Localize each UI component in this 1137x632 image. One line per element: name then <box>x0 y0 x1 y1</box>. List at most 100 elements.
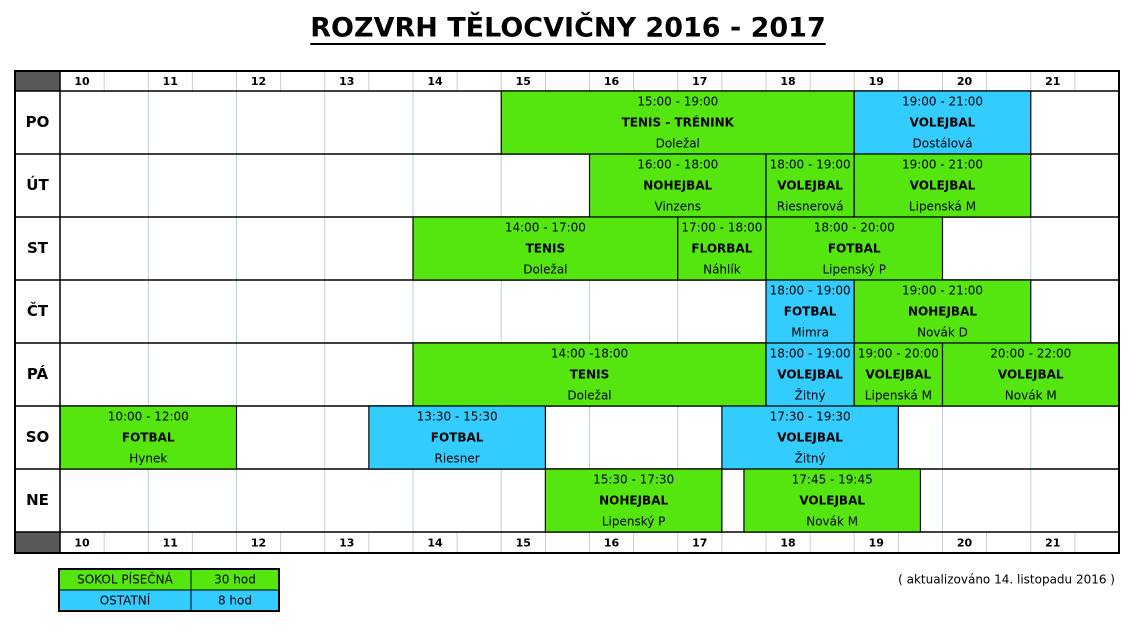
table-border <box>14 70 1120 554</box>
event-block <box>721 405 899 470</box>
event-person: Lipenská M <box>865 389 932 403</box>
event-time: 20:00 - 22:00 <box>990 347 1071 361</box>
event-block <box>59 405 238 470</box>
event-block <box>853 153 1032 218</box>
event-name: TENIS - TRÉNINK <box>622 115 735 130</box>
hour-label: 15 <box>516 75 531 88</box>
event-time: 14:00 -18:00 <box>551 347 628 361</box>
event-block <box>544 468 723 533</box>
event-time: 18:00 - 20:00 <box>814 221 895 235</box>
event-block <box>853 279 1032 344</box>
event-time: 19:00 - 21:00 <box>902 95 983 109</box>
legend-label: SOKOL PÍSEČNÁ <box>77 572 174 587</box>
event-person: Vinzens <box>655 200 701 214</box>
event-name: FOTBAL <box>122 431 175 445</box>
event-block <box>743 468 922 533</box>
event-name: FLORBAL <box>691 242 752 256</box>
day-label: ČT <box>27 301 49 320</box>
hour-label: 12 <box>251 75 266 88</box>
event-block <box>588 153 767 218</box>
hour-label: 15 <box>516 537 531 550</box>
day-label: NE <box>26 491 49 509</box>
event-block <box>368 405 546 470</box>
hour-label: 14 <box>427 537 443 550</box>
event-name: VOLEJBAL <box>799 494 865 508</box>
hour-label: 10 <box>74 75 90 88</box>
header-corner <box>15 71 60 91</box>
day-label: PO <box>26 113 50 131</box>
event-person: Lipenský P <box>822 263 886 277</box>
event-person: Lipenská M <box>909 200 976 214</box>
hour-label: 21 <box>1045 537 1060 550</box>
event-person: Hynek <box>129 452 167 466</box>
event-time: 18:00 - 19:00 <box>770 158 851 172</box>
event-time: 15:00 - 19:00 <box>637 95 718 109</box>
event-person: Náhlík <box>703 263 741 277</box>
event-name: FOTBAL <box>828 242 881 256</box>
event-time: 18:00 - 19:00 <box>770 284 851 298</box>
event-block <box>765 279 855 344</box>
event-time: 19:00 - 21:00 <box>902 158 983 172</box>
event-time: 19:00 - 21:00 <box>902 284 983 298</box>
hour-label: 20 <box>957 537 973 550</box>
event-time: 18:00 - 19:00 <box>770 347 851 361</box>
event-person: Mimra <box>791 326 829 340</box>
event-name: NOHEJBAL <box>908 305 977 319</box>
event-name: VOLEJBAL <box>777 368 843 382</box>
hour-label: 19 <box>869 537 884 550</box>
hour-label: 17 <box>692 537 707 550</box>
event-block <box>765 342 855 407</box>
event-name: NOHEJBAL <box>599 494 668 508</box>
event-block <box>853 342 944 407</box>
hour-label: 10 <box>74 537 90 550</box>
hour-label: 20 <box>957 75 973 88</box>
event-name: TENIS <box>526 242 566 256</box>
event-person: Doležal <box>523 263 567 277</box>
event-block <box>412 342 767 407</box>
hour-label: 11 <box>163 537 178 550</box>
event-name: FOTBAL <box>431 431 484 445</box>
event-time: 17:45 - 19:45 <box>792 473 873 487</box>
day-label: PÁ <box>27 364 49 383</box>
event-time: 13:30 - 15:30 <box>417 410 498 424</box>
event-name: FOTBAL <box>784 305 837 319</box>
event-name: VOLEJBAL <box>910 116 976 130</box>
event-block <box>765 216 944 281</box>
legend-border <box>58 568 280 612</box>
legend-hours: 30 hod <box>214 573 256 587</box>
event-name: VOLEJBAL <box>866 368 932 382</box>
event-person: Žitný <box>795 388 826 403</box>
event-time: 14:00 - 17:00 <box>505 221 586 235</box>
hour-label: 11 <box>163 75 178 88</box>
hour-label: 17 <box>692 75 707 88</box>
update-note: ( aktualizováno 14. listopadu 2016 ) <box>898 573 1115 587</box>
event-block <box>677 216 767 281</box>
event-person: Riesnerová <box>777 200 844 214</box>
hour-label: 18 <box>780 537 795 550</box>
event-name: VOLEJBAL <box>777 179 843 193</box>
event-time: 17:30 - 19:30 <box>770 410 851 424</box>
hour-label: 21 <box>1045 75 1060 88</box>
event-person: Lipenský P <box>602 515 666 529</box>
hour-label: 16 <box>604 75 620 88</box>
event-time: 17:00 - 18:00 <box>681 221 762 235</box>
event-person: Novák D <box>917 326 968 340</box>
hour-label: 16 <box>604 537 620 550</box>
event-person: Riesner <box>435 452 480 466</box>
event-person: Doležal <box>567 389 611 403</box>
event-name: VOLEJBAL <box>998 368 1064 382</box>
header-corner <box>15 532 60 553</box>
event-person: Dostálová <box>912 137 972 151</box>
event-person: Novák M <box>806 515 858 529</box>
event-name: NOHEJBAL <box>643 179 712 193</box>
event-person: Novák M <box>1005 389 1057 403</box>
hour-label: 13 <box>339 537 354 550</box>
day-label: SO <box>26 428 50 446</box>
event-name: VOLEJBAL <box>910 179 976 193</box>
event-time: 10:00 - 12:00 <box>108 410 189 424</box>
hour-label: 12 <box>251 537 266 550</box>
hour-label: 13 <box>339 75 354 88</box>
hour-label: 14 <box>427 75 443 88</box>
